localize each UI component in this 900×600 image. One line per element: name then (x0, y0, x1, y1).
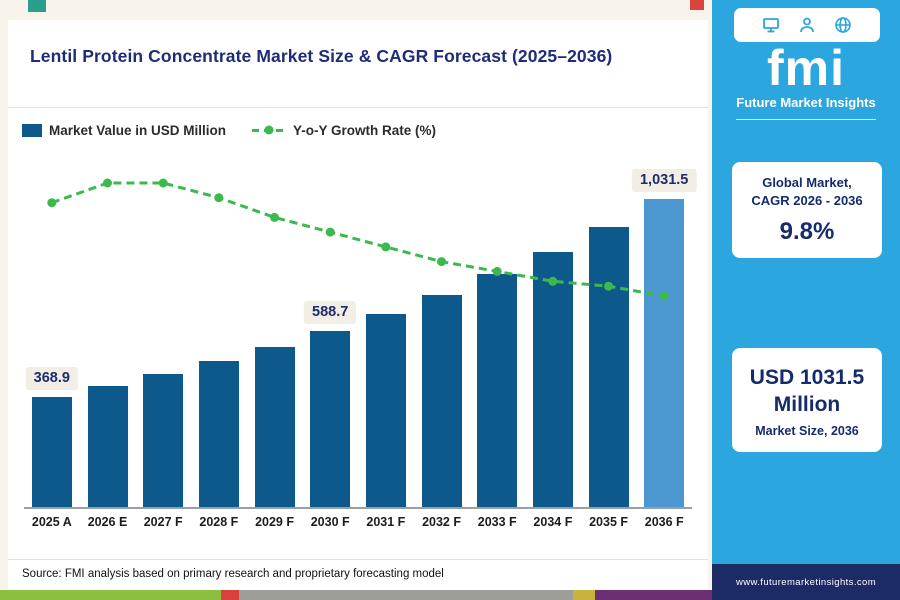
stripe-segment (573, 590, 595, 600)
stripe-segment (238, 590, 574, 600)
stripe-segment (594, 590, 712, 600)
stripe-segment (0, 590, 221, 600)
chart-panel: Lentil Protein Concentrate Market Size &… (8, 20, 708, 590)
value-label: 588.7 (304, 301, 357, 325)
bar-2026-E (87, 386, 128, 507)
market-size-value-line1: USD 1031.5 (749, 366, 865, 389)
market-size-caption: Market Size, 2036 (755, 424, 859, 438)
cagr-card-line2: CAGR 2026 - 2036 (751, 193, 863, 208)
cagr-value: 9.8% (779, 218, 835, 245)
x-axis-label: 2030 F (310, 515, 350, 529)
x-axis-label: 2028 F (199, 515, 239, 529)
sidebar-icon-box (734, 8, 880, 42)
value-label: 368.9 (25, 366, 78, 390)
page-title: Lentil Protein Concentrate Market Size &… (30, 46, 613, 66)
legend-bars-label: Market Value in USD Million (49, 122, 227, 138)
x-axis-label: 2036 F (644, 515, 684, 529)
line-dot-icon (264, 125, 274, 135)
bar-2034-F (532, 251, 573, 507)
legend-line-label: Y-o-Y Growth Rate (%) (293, 122, 437, 138)
x-axis-label: 2031 F (366, 515, 406, 529)
fmi-logo-subtitle: Future Market Insights (736, 95, 876, 110)
x-axis-label: 2034 F (533, 515, 573, 529)
x-axis-label: 2035 F (589, 515, 629, 529)
top-left-accent (28, 0, 46, 12)
fmi-logo: fmi (767, 40, 845, 96)
cagr-card: Global Market, CAGR 2026 - 2036 9.8% (732, 162, 882, 258)
globe-icon (833, 15, 853, 35)
bar-2027-F (143, 374, 184, 507)
bar-2029-F (254, 346, 295, 507)
bar-swatch-icon (22, 123, 42, 137)
bar-2035-F (588, 226, 629, 507)
top-right-accent (690, 0, 704, 10)
device-icon (761, 15, 781, 35)
title-divider (8, 107, 708, 108)
source-note: Source: FMI analysis based on primary re… (8, 559, 708, 590)
cagr-card-line1: Global Market, (762, 175, 852, 190)
value-label: 1,031.5 (631, 169, 697, 192)
market-size-value-line2: Million (773, 393, 841, 416)
bottom-stripe (0, 590, 712, 600)
x-axis-label: 2033 F (477, 515, 517, 529)
bar-2031-F (365, 314, 406, 507)
chart-legend: Market Value in USD Million Y-o-Y Growth… (8, 108, 708, 142)
legend-item-line: Y-o-Y Growth Rate (%) (252, 123, 436, 138)
x-axis-label: 2025 A (31, 515, 72, 529)
line-swatch-icon (252, 125, 287, 135)
x-axis-label: 2032 F (422, 515, 461, 529)
market-size-card: USD 1031.5 Million Market Size, 2036 (732, 348, 882, 452)
sidebar-footer-link[interactable]: www.futuremarketinsights.com (712, 564, 900, 600)
bar-2032-F (421, 295, 462, 507)
logo-rule (736, 119, 876, 120)
legend-item-bars: Market Value in USD Million (22, 123, 226, 138)
person-icon (797, 15, 817, 35)
x-axis-label: 2027 F (143, 515, 183, 529)
bar-2036-F (644, 199, 685, 507)
bar-2028-F (198, 361, 239, 507)
bar-2033-F (477, 274, 518, 507)
x-axis-label: 2029 F (255, 515, 294, 529)
x-axis-label: 2026 E (87, 515, 128, 529)
x-axis-labels: 2025 A 2026 E 2027 F 2028 F 2029 F 2030 F 2031… (24, 515, 692, 529)
stripe-segment (220, 590, 239, 600)
bar-2025-A (31, 396, 72, 507)
sidebar: fmi Future Market Insights Global Market… (712, 0, 900, 600)
bar-chart: 368.9 588.7 1,031.5 (24, 144, 697, 509)
bar-2030-F (310, 331, 351, 507)
